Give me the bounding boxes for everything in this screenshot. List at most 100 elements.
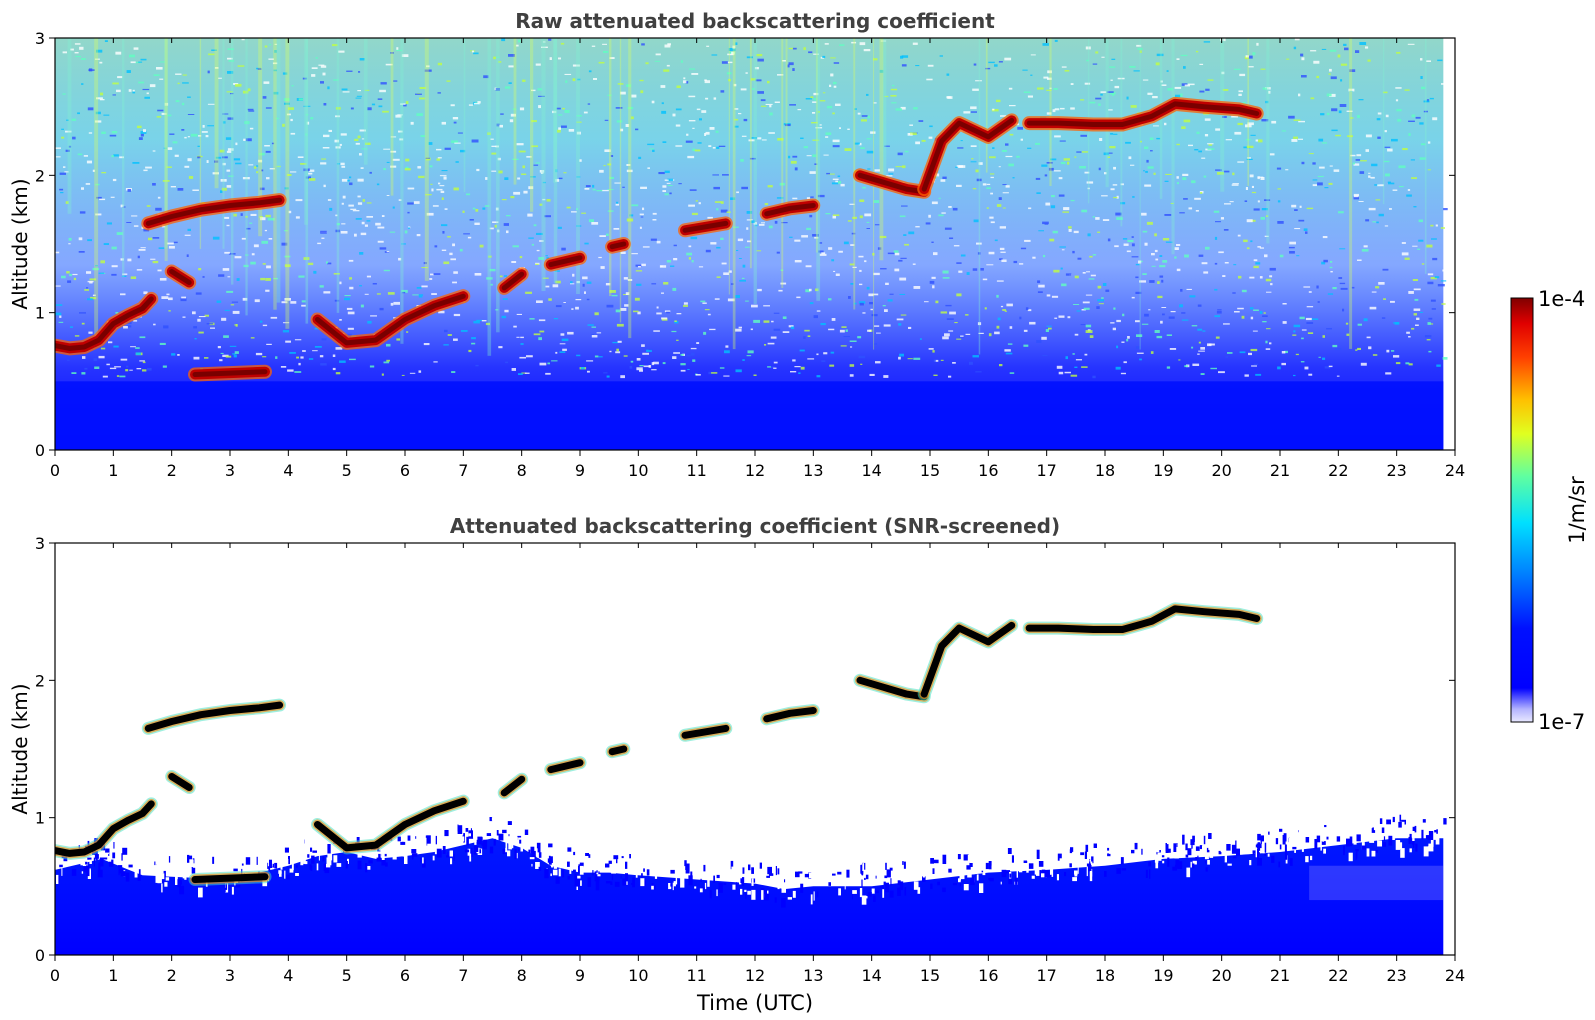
screened-boundary-layer (55, 838, 1444, 955)
panel2-x-ticks: 0 1 2 3 4 5 6 7 8 9 10 11 12 13 14 15 16 17 18 19 20 21 22 23 24 (50, 543, 1465, 985)
x-tick-label: 18 (1095, 461, 1115, 480)
colorbar-gradient (1510, 297, 1534, 723)
x-tick-label: 4 (283, 461, 293, 480)
x-tick-label: 3 (225, 966, 235, 985)
x-tick-label: 23 (1386, 966, 1406, 985)
cloud-segment-core (682, 220, 729, 233)
x-tick-label: 5 (342, 966, 352, 985)
cloud-segment-core (192, 369, 268, 377)
x-tick-label: 17 (1036, 966, 1056, 985)
x-tick-label: 19 (1153, 966, 1173, 985)
x-tick-label: 24 (1445, 461, 1465, 480)
x-tick-label: 16 (978, 966, 998, 985)
x-tick-label: 6 (400, 966, 410, 985)
x-tick-label: 19 (1153, 461, 1173, 480)
x-tick-label: 23 (1386, 461, 1406, 480)
x-tick-label: 13 (803, 966, 823, 985)
x-tick-label: 4 (283, 966, 293, 985)
x-tick-label: 3 (225, 461, 235, 480)
cloud-segment-core (764, 203, 816, 217)
panel1-y-ticks: 0 1 2 3 (35, 29, 1455, 460)
colorbar: 1e-4 1e-7 1/m/sr (1510, 287, 1589, 734)
panel2-title: Attenuated backscattering coefficient (S… (450, 514, 1060, 538)
x-tick-label: 17 (1036, 461, 1056, 480)
x-tick-label: 9 (575, 461, 585, 480)
x-tick-label: 8 (517, 966, 527, 985)
colorbar-min-label: 1e-7 (1538, 710, 1585, 734)
cloud-segment-core (548, 255, 583, 268)
x-tick-label: 20 (1211, 966, 1231, 985)
boundary-edge-speckle (56, 814, 1447, 908)
colorbar-label: 1/m/sr (1565, 476, 1589, 544)
colorbar-max-label: 1e-4 (1538, 287, 1585, 311)
cloud-segment-core (169, 269, 192, 285)
x-tick-label: 21 (1270, 461, 1290, 480)
cloud-segment-saturated (314, 797, 467, 852)
cloud-segment-saturated (856, 676, 928, 701)
y-tick-label: 3 (35, 534, 45, 553)
x-tick-label: 8 (517, 461, 527, 480)
cloud-segment-saturated (144, 701, 284, 732)
x-tick-label: 2 (167, 461, 177, 480)
screened-cloud-layer (55, 602, 1264, 886)
x-tick-label: 7 (458, 461, 468, 480)
faint-patch (1309, 865, 1444, 901)
x-tick-label: 6 (400, 461, 410, 480)
cloud-segment-core (501, 271, 525, 291)
y-tick-label: 1 (35, 304, 45, 323)
x-tick-label: 5 (342, 461, 352, 480)
x-tick-label: 0 (50, 461, 60, 480)
cloud-segment-saturated (1025, 605, 1261, 633)
x-tick-label: 16 (978, 461, 998, 480)
y-tick-label: 2 (35, 166, 45, 185)
panel2-ylabel: Altitude (km) (8, 683, 32, 814)
panel1-title: Raw attenuated backscattering coefficien… (515, 9, 995, 33)
cloud-segment-saturated (55, 800, 155, 857)
noise-speckle (55, 38, 1448, 379)
x-tick-label: 11 (686, 461, 706, 480)
cloud-segment-core (145, 197, 283, 226)
y-tick-label: 1 (35, 809, 45, 828)
cloud-segment-core (315, 293, 466, 346)
x-tick-label: 9 (575, 966, 585, 985)
cloud-segment-saturated (608, 745, 628, 756)
x-tick-label: 7 (458, 966, 468, 985)
y-tick-label: 3 (35, 29, 45, 48)
y-tick-label: 0 (35, 441, 45, 460)
cloud-segment-core (857, 172, 927, 195)
cloud-segment-saturated (168, 773, 193, 791)
x-tick-label: 21 (1270, 966, 1290, 985)
cloud-segment-saturated (681, 724, 730, 739)
x-tick-label: 10 (628, 461, 648, 480)
cloud-fringe-inner (55, 798, 157, 859)
x-tick-label: 14 (861, 966, 881, 985)
raw-backscatter-panel: Raw attenuated backscattering coefficien… (8, 9, 1465, 480)
panel1-plot-area (55, 38, 1448, 450)
x-tick-label: 1 (108, 461, 118, 480)
cloud-segment-saturated (763, 707, 817, 723)
panel2-plot-area (55, 602, 1447, 955)
cloud-segment-saturated (191, 873, 269, 883)
x-tick-label: 13 (803, 461, 823, 480)
x-tick-label: 15 (920, 461, 940, 480)
cloud-segment-core (921, 117, 1015, 192)
x-tick-label: 22 (1328, 966, 1348, 985)
x-tick-label: 12 (745, 461, 765, 480)
y-tick-label: 0 (35, 946, 45, 965)
cloud-segment-core (609, 241, 627, 250)
y-tick-label: 2 (35, 671, 45, 690)
cloud-segment-saturated (920, 621, 1016, 698)
x-tick-label: 22 (1328, 461, 1348, 480)
x-tick-label: 11 (686, 966, 706, 985)
cloud-layer (55, 96, 1264, 382)
x-tick-label: 1 (108, 966, 118, 985)
cloud-segment-core (55, 296, 154, 351)
x-tick-label: 18 (1095, 966, 1115, 985)
screened-backscatter-panel: Attenuated backscattering coefficient (S… (8, 514, 1465, 1015)
x-tick-label: 12 (745, 966, 765, 985)
panel1-x-ticks: 0 1 2 3 4 5 6 7 8 9 10 11 12 13 14 15 16 17 18 19 20 21 22 23 24 (50, 38, 1465, 480)
x-tick-label: 14 (861, 461, 881, 480)
x-tick-label: 2 (167, 966, 177, 985)
panel1-ylabel: Altitude (km) (8, 178, 32, 309)
